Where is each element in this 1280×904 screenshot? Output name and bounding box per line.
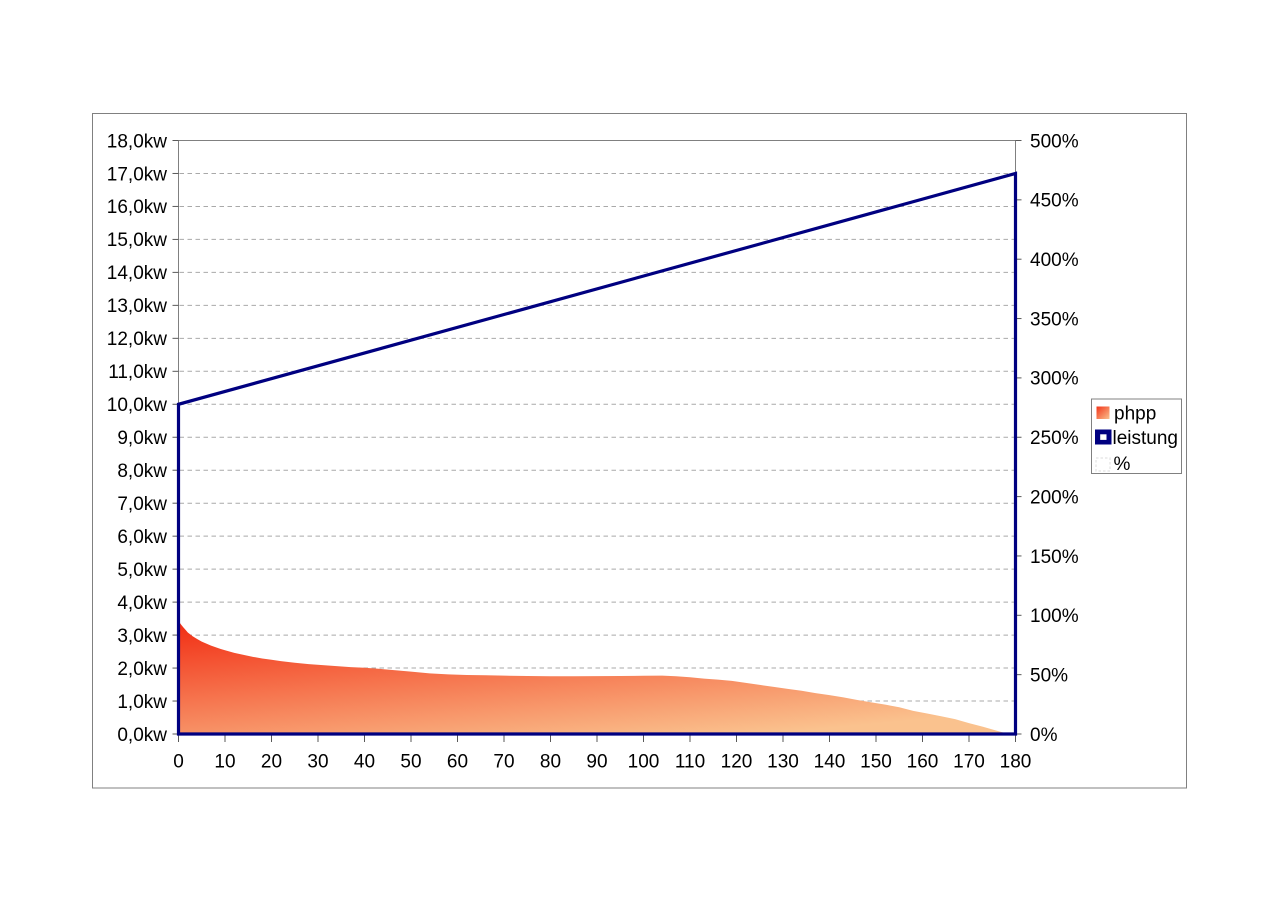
svg-text:4,0kw: 4,0kw — [117, 593, 167, 614]
svg-text:12,0kw: 12,0kw — [107, 329, 167, 350]
svg-text:2,0kw: 2,0kw — [117, 659, 167, 680]
svg-text:11,0kw: 11,0kw — [108, 362, 167, 383]
svg-text:160: 160 — [907, 752, 939, 773]
svg-text:0,0kw: 0,0kw — [117, 725, 167, 746]
svg-text:20: 20 — [261, 752, 282, 773]
svg-text:10: 10 — [214, 752, 235, 773]
svg-text:30: 30 — [307, 752, 328, 773]
svg-text:3,0kw: 3,0kw — [117, 626, 167, 647]
svg-text:130: 130 — [767, 752, 799, 773]
svg-text:6,0kw: 6,0kw — [117, 527, 167, 548]
svg-text:110: 110 — [675, 752, 705, 773]
svg-text:15,0kw: 15,0kw — [107, 230, 167, 251]
svg-text:140: 140 — [814, 752, 846, 773]
svg-text:phpp: phpp — [1114, 403, 1156, 424]
svg-text:14,0kw: 14,0kw — [107, 263, 167, 284]
svg-text:leistung: leistung — [1113, 428, 1179, 449]
svg-text:100%: 100% — [1030, 606, 1079, 627]
svg-text:400%: 400% — [1030, 250, 1079, 271]
svg-text:60: 60 — [447, 752, 468, 773]
svg-text:5,0kw: 5,0kw — [117, 560, 167, 581]
svg-text:170: 170 — [953, 752, 985, 773]
svg-text:50%: 50% — [1030, 665, 1068, 686]
svg-text:150: 150 — [860, 752, 892, 773]
svg-text:8,0kw: 8,0kw — [117, 461, 167, 482]
svg-text:18,0kw: 18,0kw — [107, 131, 167, 152]
svg-text:17,0kw: 17,0kw — [107, 164, 167, 185]
svg-text:80: 80 — [540, 752, 561, 773]
svg-text:0%: 0% — [1030, 725, 1058, 746]
svg-text:0: 0 — [173, 752, 184, 773]
svg-text:13,0kw: 13,0kw — [107, 296, 167, 317]
svg-text:300%: 300% — [1030, 369, 1079, 390]
svg-text:50: 50 — [400, 752, 421, 773]
svg-text:%: % — [1114, 454, 1131, 475]
svg-text:500%: 500% — [1030, 131, 1079, 152]
svg-text:350%: 350% — [1030, 309, 1079, 330]
svg-text:90: 90 — [586, 752, 607, 773]
svg-text:100: 100 — [628, 752, 660, 773]
svg-text:150%: 150% — [1030, 547, 1079, 568]
svg-text:70: 70 — [493, 752, 514, 773]
svg-text:40: 40 — [354, 752, 375, 773]
svg-text:16,0kw: 16,0kw — [107, 197, 167, 218]
svg-text:9,0kw: 9,0kw — [117, 428, 167, 449]
svg-text:7,0kw: 7,0kw — [117, 494, 167, 515]
svg-text:120: 120 — [721, 752, 753, 773]
svg-text:10,0kw: 10,0kw — [107, 395, 167, 416]
svg-text:250%: 250% — [1030, 428, 1079, 449]
svg-text:200%: 200% — [1030, 487, 1079, 508]
svg-text:1,0kw: 1,0kw — [117, 692, 167, 713]
svg-text:450%: 450% — [1030, 191, 1079, 212]
svg-text:180: 180 — [1000, 752, 1032, 773]
